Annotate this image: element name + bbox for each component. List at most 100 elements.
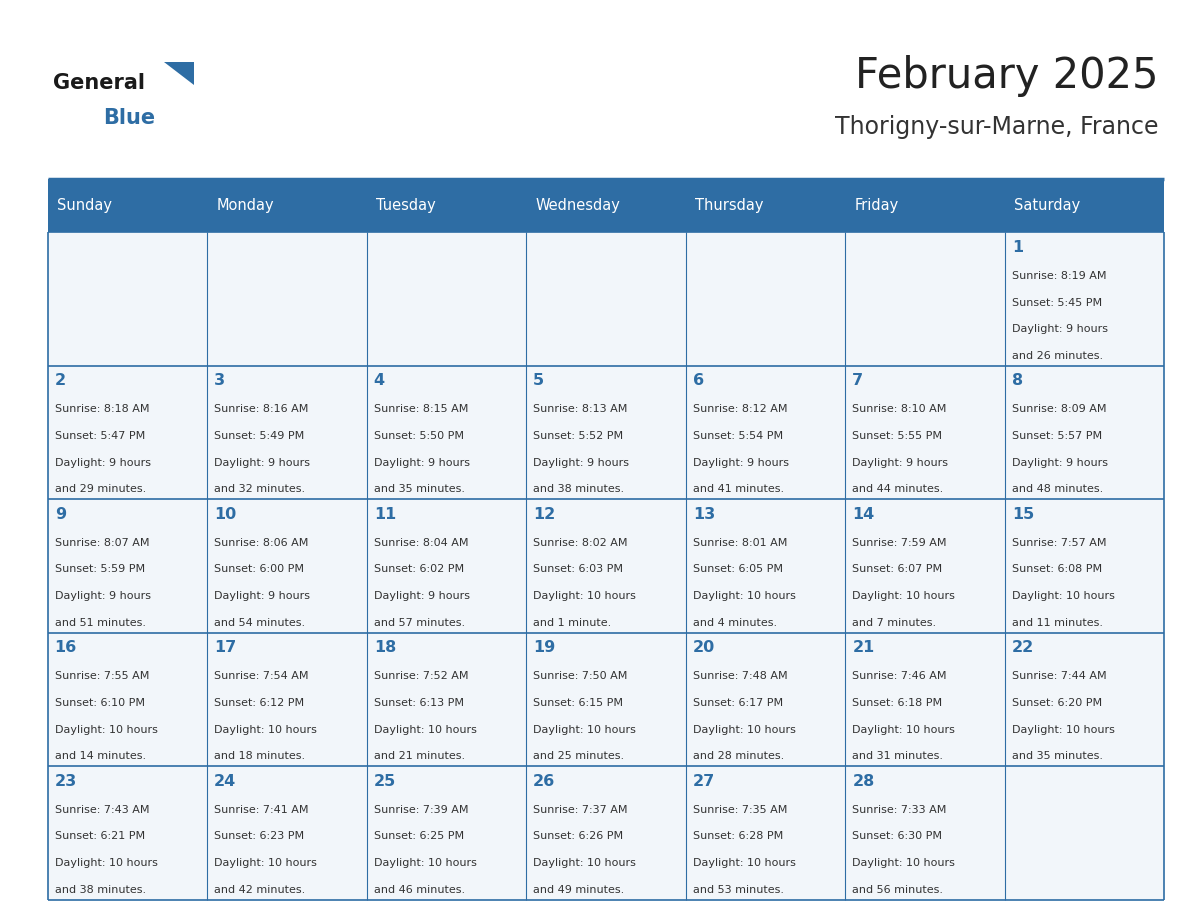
Text: Blue: Blue bbox=[103, 107, 156, 128]
Text: Daylight: 10 hours: Daylight: 10 hours bbox=[852, 591, 955, 601]
Bar bbox=[526, 499, 685, 633]
Text: and 18 minutes.: and 18 minutes. bbox=[214, 751, 305, 761]
Text: 19: 19 bbox=[533, 640, 556, 655]
Text: Sunrise: 7:46 AM: Sunrise: 7:46 AM bbox=[852, 671, 947, 681]
Bar bbox=[845, 232, 1005, 365]
Text: Daylight: 10 hours: Daylight: 10 hours bbox=[214, 724, 317, 734]
Text: Sunset: 5:55 PM: Sunset: 5:55 PM bbox=[852, 431, 942, 441]
Text: Daylight: 9 hours: Daylight: 9 hours bbox=[852, 458, 948, 467]
Text: and 48 minutes.: and 48 minutes. bbox=[1012, 485, 1104, 495]
Text: Sunrise: 8:12 AM: Sunrise: 8:12 AM bbox=[693, 404, 788, 414]
Text: Sunset: 6:05 PM: Sunset: 6:05 PM bbox=[693, 565, 783, 575]
Bar bbox=[207, 232, 367, 365]
Text: and 57 minutes.: and 57 minutes. bbox=[374, 618, 465, 628]
Text: Sunset: 6:10 PM: Sunset: 6:10 PM bbox=[55, 698, 145, 708]
Text: and 35 minutes.: and 35 minutes. bbox=[374, 485, 465, 495]
Text: Sunset: 6:28 PM: Sunset: 6:28 PM bbox=[693, 832, 783, 842]
Text: Sunset: 5:47 PM: Sunset: 5:47 PM bbox=[55, 431, 145, 441]
Text: 10: 10 bbox=[214, 507, 236, 521]
Text: and 29 minutes.: and 29 minutes. bbox=[55, 485, 146, 495]
Text: and 4 minutes.: and 4 minutes. bbox=[693, 618, 777, 628]
Text: and 44 minutes.: and 44 minutes. bbox=[852, 485, 943, 495]
Bar bbox=[48, 232, 207, 365]
Bar bbox=[526, 767, 685, 900]
Bar bbox=[685, 232, 845, 365]
Bar bbox=[367, 365, 526, 499]
Text: and 49 minutes.: and 49 minutes. bbox=[533, 885, 625, 895]
Text: 1: 1 bbox=[1012, 240, 1023, 254]
Text: Sunset: 5:59 PM: Sunset: 5:59 PM bbox=[55, 565, 145, 575]
Text: Sunset: 5:52 PM: Sunset: 5:52 PM bbox=[533, 431, 624, 441]
Text: 9: 9 bbox=[55, 507, 65, 521]
Bar bbox=[48, 499, 207, 633]
Bar bbox=[48, 365, 207, 499]
Text: Sunrise: 7:39 AM: Sunrise: 7:39 AM bbox=[374, 805, 468, 814]
Text: and 51 minutes.: and 51 minutes. bbox=[55, 618, 146, 628]
Bar bbox=[1005, 365, 1164, 499]
Text: Friday: Friday bbox=[854, 198, 899, 213]
Text: Daylight: 10 hours: Daylight: 10 hours bbox=[55, 858, 158, 868]
Text: 22: 22 bbox=[1012, 640, 1034, 655]
Bar bbox=[845, 767, 1005, 900]
Text: 17: 17 bbox=[214, 640, 236, 655]
Text: Sunrise: 8:01 AM: Sunrise: 8:01 AM bbox=[693, 538, 788, 548]
Text: Monday: Monday bbox=[216, 198, 274, 213]
Bar bbox=[207, 767, 367, 900]
Bar bbox=[685, 767, 845, 900]
Text: Thursday: Thursday bbox=[695, 198, 764, 213]
Text: Daylight: 9 hours: Daylight: 9 hours bbox=[55, 591, 151, 601]
Text: Sunset: 6:30 PM: Sunset: 6:30 PM bbox=[852, 832, 942, 842]
Text: and 54 minutes.: and 54 minutes. bbox=[214, 618, 305, 628]
Text: Daylight: 9 hours: Daylight: 9 hours bbox=[374, 591, 469, 601]
Bar bbox=[1005, 232, 1164, 365]
Text: Sunrise: 7:50 AM: Sunrise: 7:50 AM bbox=[533, 671, 627, 681]
Bar bbox=[367, 499, 526, 633]
Text: Sunset: 6:23 PM: Sunset: 6:23 PM bbox=[214, 832, 304, 842]
Text: Daylight: 10 hours: Daylight: 10 hours bbox=[852, 858, 955, 868]
Text: Daylight: 9 hours: Daylight: 9 hours bbox=[374, 458, 469, 467]
Text: Sunrise: 8:07 AM: Sunrise: 8:07 AM bbox=[55, 538, 150, 548]
Text: Sunset: 5:45 PM: Sunset: 5:45 PM bbox=[1012, 297, 1102, 308]
Text: Daylight: 9 hours: Daylight: 9 hours bbox=[1012, 458, 1108, 467]
Text: Saturday: Saturday bbox=[1015, 198, 1080, 213]
Text: Sunrise: 7:33 AM: Sunrise: 7:33 AM bbox=[852, 805, 947, 814]
Text: and 31 minutes.: and 31 minutes. bbox=[852, 751, 943, 761]
Text: and 38 minutes.: and 38 minutes. bbox=[55, 885, 146, 895]
Text: Sunrise: 7:57 AM: Sunrise: 7:57 AM bbox=[1012, 538, 1106, 548]
Text: and 42 minutes.: and 42 minutes. bbox=[214, 885, 305, 895]
Text: Sunrise: 7:41 AM: Sunrise: 7:41 AM bbox=[214, 805, 309, 814]
Text: Sunset: 6:13 PM: Sunset: 6:13 PM bbox=[374, 698, 463, 708]
Text: Sunrise: 7:37 AM: Sunrise: 7:37 AM bbox=[533, 805, 627, 814]
Text: and 38 minutes.: and 38 minutes. bbox=[533, 485, 625, 495]
Text: 4: 4 bbox=[374, 373, 385, 388]
Text: 14: 14 bbox=[852, 507, 874, 521]
Text: 27: 27 bbox=[693, 774, 715, 789]
Text: Sunset: 6:20 PM: Sunset: 6:20 PM bbox=[1012, 698, 1102, 708]
Bar bbox=[1005, 499, 1164, 633]
Bar bbox=[367, 767, 526, 900]
Text: 7: 7 bbox=[852, 373, 864, 388]
Text: 11: 11 bbox=[374, 507, 396, 521]
Text: 20: 20 bbox=[693, 640, 715, 655]
Text: Sunrise: 8:09 AM: Sunrise: 8:09 AM bbox=[1012, 404, 1106, 414]
Text: Daylight: 10 hours: Daylight: 10 hours bbox=[1012, 724, 1114, 734]
Bar bbox=[685, 633, 845, 767]
Bar bbox=[207, 499, 367, 633]
Bar bbox=[1005, 633, 1164, 767]
Text: General: General bbox=[53, 73, 145, 93]
Text: Sunset: 6:12 PM: Sunset: 6:12 PM bbox=[214, 698, 304, 708]
Text: Sunrise: 7:44 AM: Sunrise: 7:44 AM bbox=[1012, 671, 1106, 681]
Text: Sunset: 6:07 PM: Sunset: 6:07 PM bbox=[852, 565, 942, 575]
Text: and 25 minutes.: and 25 minutes. bbox=[533, 751, 625, 761]
Text: 24: 24 bbox=[214, 774, 236, 789]
Text: Daylight: 10 hours: Daylight: 10 hours bbox=[374, 858, 476, 868]
Text: Sunrise: 8:13 AM: Sunrise: 8:13 AM bbox=[533, 404, 627, 414]
Bar bbox=[48, 767, 207, 900]
Text: and 41 minutes.: and 41 minutes. bbox=[693, 485, 784, 495]
Text: Sunset: 6:02 PM: Sunset: 6:02 PM bbox=[374, 565, 463, 575]
Text: Daylight: 10 hours: Daylight: 10 hours bbox=[1012, 591, 1114, 601]
Text: 8: 8 bbox=[1012, 373, 1023, 388]
Text: Sunset: 5:50 PM: Sunset: 5:50 PM bbox=[374, 431, 463, 441]
Text: Daylight: 9 hours: Daylight: 9 hours bbox=[214, 591, 310, 601]
Text: and 14 minutes.: and 14 minutes. bbox=[55, 751, 146, 761]
